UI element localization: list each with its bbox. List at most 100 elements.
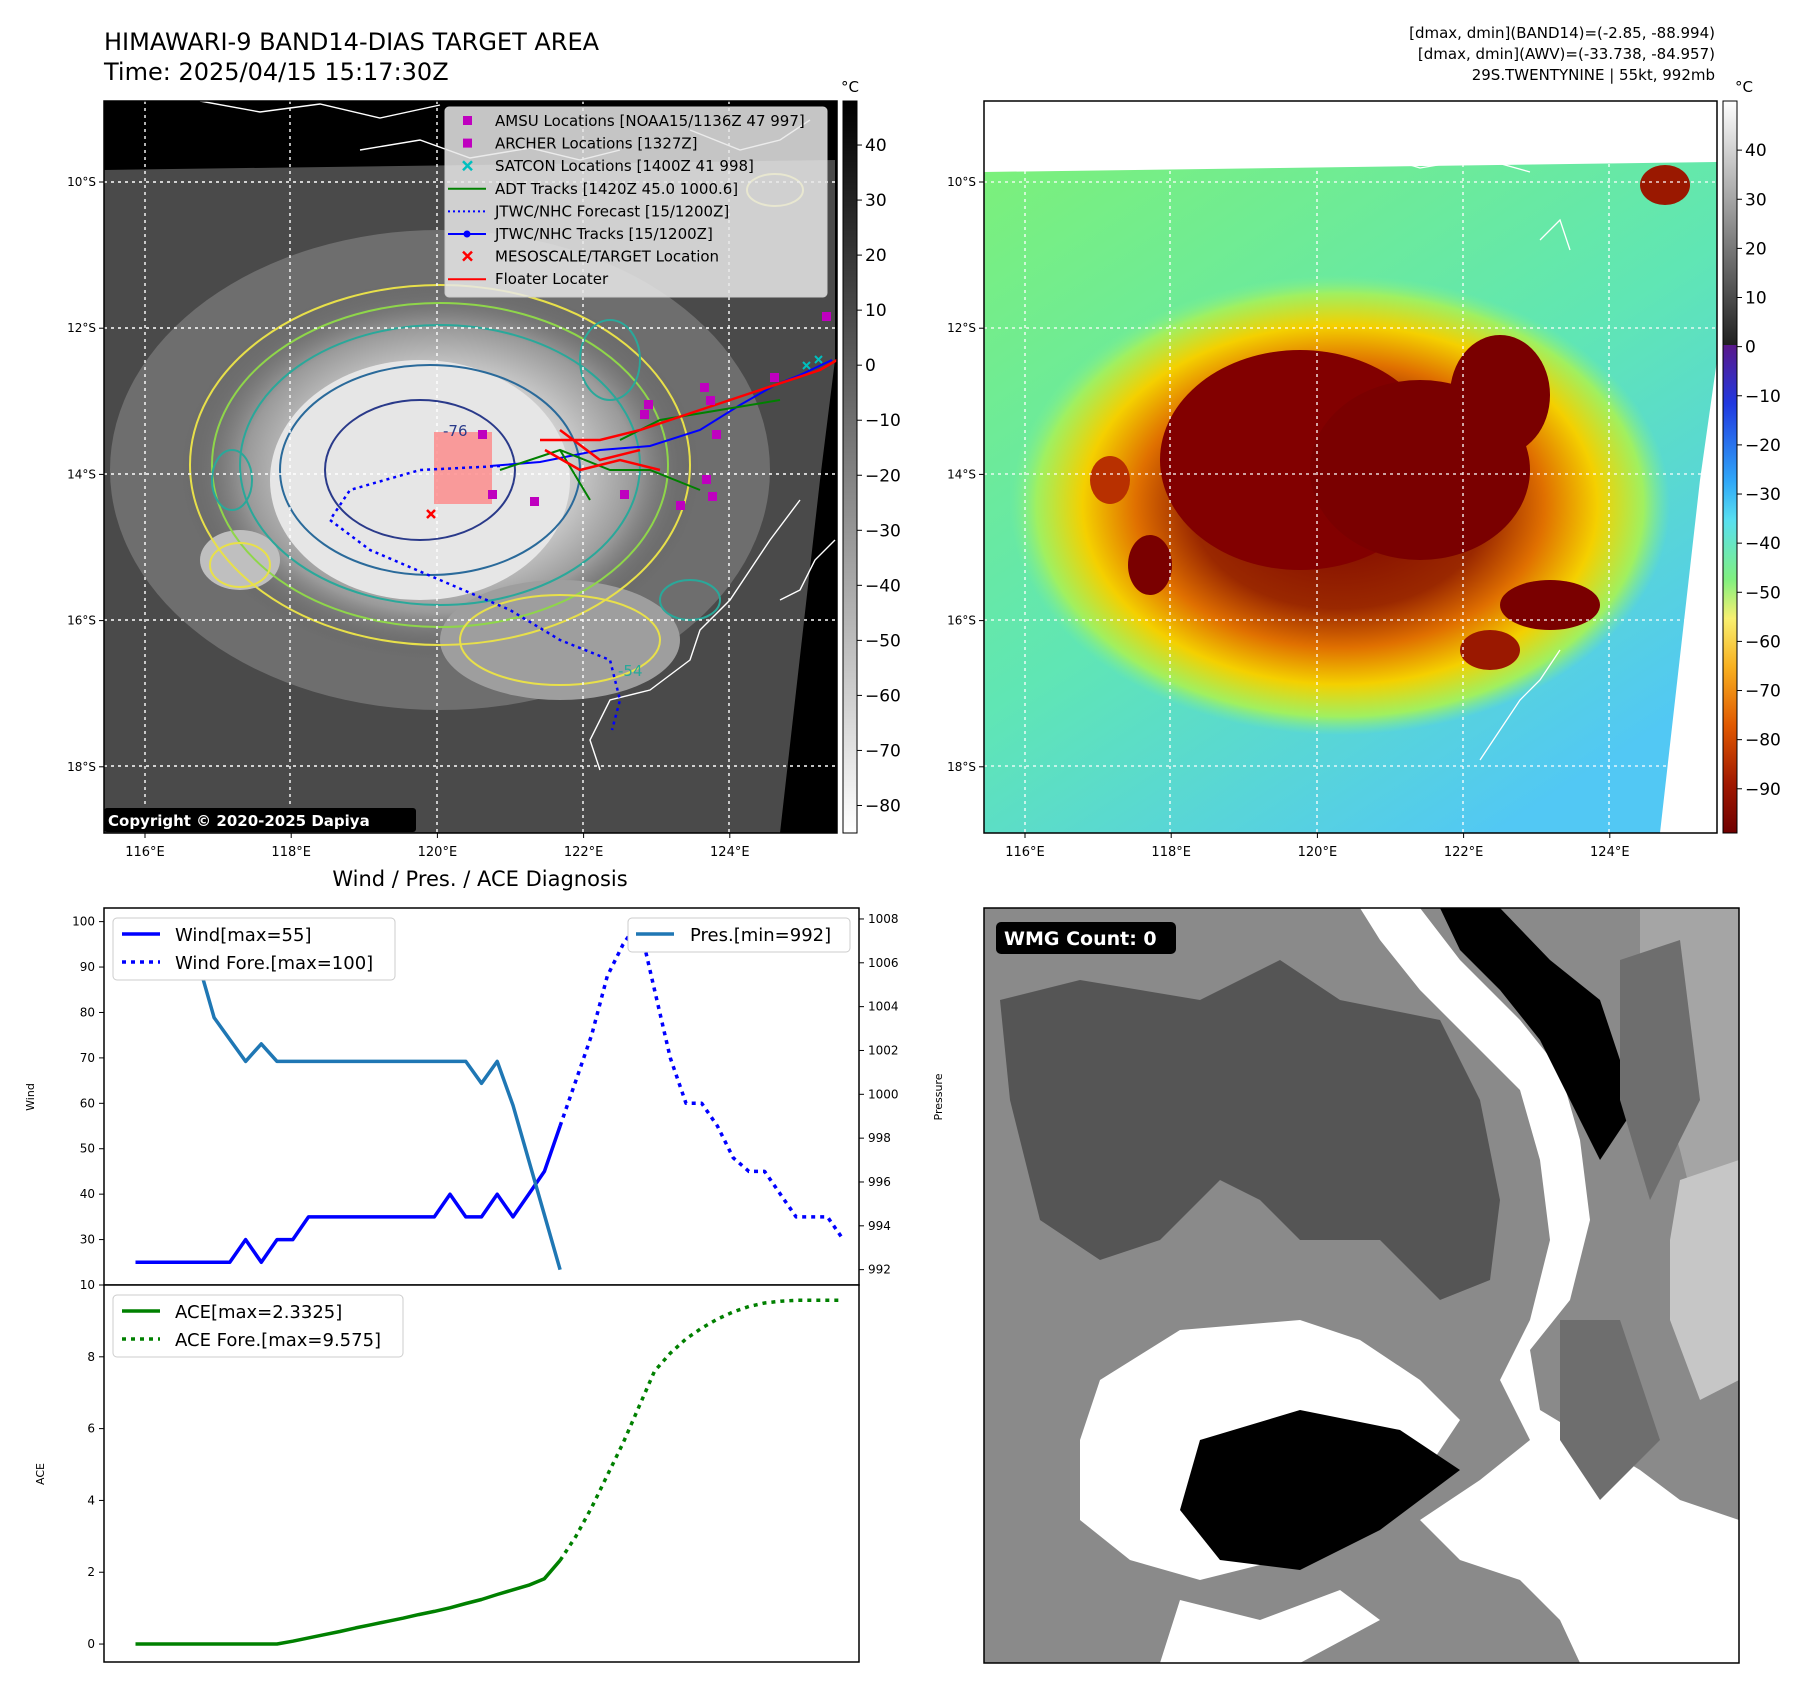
colorbar-tick-label: 0 — [865, 356, 876, 376]
band14-map: -76 -54 AMSU Locations [NOAA15/1136Z 47 … — [67, 100, 838, 860]
legend-x-marker — [462, 250, 473, 262]
lon-tick-label: 120°E — [1298, 845, 1338, 860]
y-tick-label: 70 — [80, 1051, 95, 1065]
y2-tick-label: 992 — [868, 1263, 891, 1277]
colorbar-tick-label: −10 — [865, 411, 901, 431]
wind-axis-label: Wind — [24, 1083, 37, 1111]
y-tick-label: 30 — [80, 1233, 95, 1247]
colorbar-tick-label: −30 — [865, 521, 901, 541]
lat-tick-label: 12°S — [67, 321, 96, 335]
lon-tick-label: 116°E — [1005, 845, 1045, 860]
legend-wind-forecast: Wind Fore.[max=100] — [175, 953, 373, 974]
legend-item: MESOSCALE/TARGET Location — [462, 248, 719, 266]
series-line-1 — [558, 919, 845, 1241]
ace-legend: ACE[max=2.3325] ACE Fore.[max=9.575] — [112, 1294, 404, 1358]
lon-tick-label: 122°E — [1444, 845, 1484, 860]
y-tick-label: 2 — [87, 1565, 95, 1579]
legend-square-marker — [463, 138, 472, 148]
wind-pressure-chart: 100 90 80 70 60 50 40 30 1008 1006 1004 1002 1000 998… — [24, 907, 945, 1286]
y-tick-label: 100 — [72, 915, 95, 929]
colorbar-tick-label: −10 — [1745, 387, 1781, 407]
y2-tick-label: 1004 — [868, 1000, 899, 1014]
colorbar-tick-label: −20 — [1745, 436, 1781, 456]
legend-square-marker — [463, 116, 472, 125]
wmg-panel: WMG Count: 0 — [983, 907, 1740, 1664]
colorbar-tick-label: −30 — [1745, 485, 1781, 505]
legend-item: Floater Locater — [448, 270, 609, 288]
colorbar-tick-label: −70 — [1745, 682, 1781, 702]
y2-tick-label: 996 — [868, 1175, 891, 1189]
legend-item: SATCON Locations [1400Z 41 998] — [462, 157, 754, 175]
legend-label: JTWC/NHC Tracks [15/1200Z] — [494, 225, 713, 243]
legend-label: JTWC/NHC Forecast [15/1200Z] — [494, 202, 729, 220]
y2-tick-label: 1000 — [868, 1087, 899, 1101]
legend-item: JTWC/NHC Tracks [15/1200Z] — [448, 225, 713, 243]
colorbar-tick-label: −40 — [1745, 534, 1781, 554]
colorbar-unit: °C — [1735, 78, 1753, 96]
awv-map: 116°E 118°E 120°E 122°E 124°E 10°S 12°S 14°S 16°… — [947, 100, 1718, 860]
colorbar-tick-label: 10 — [1745, 289, 1767, 309]
y-tick-label: 8 — [87, 1350, 95, 1364]
legend-item: ADT Tracks [1420Z 45.0 1000.6] — [448, 180, 738, 198]
map-legend: AMSU Locations [NOAA15/1136Z 47 997] ARCH… — [444, 106, 828, 298]
contour-label: -54 — [618, 662, 643, 680]
contour-label: -76 — [443, 422, 468, 440]
awv-colorbar: °C 40 30 20 10 0 −10 −20 −30 −40 −50 −60 −70 −80 −90 — [1722, 78, 1781, 834]
copyright-label: Copyright © 2020-2025 Dapiya — [108, 812, 370, 830]
colorbar-tick-label: −80 — [865, 796, 901, 816]
colorbar-tick-label: −40 — [865, 576, 901, 596]
y-tick-label: 80 — [80, 1005, 95, 1019]
y-tick-label: 40 — [80, 1187, 95, 1201]
lat-tick-label: 14°S — [947, 467, 976, 481]
colorbar-tick-label: 40 — [865, 136, 887, 156]
legend-label: MESOSCALE/TARGET Location — [495, 248, 719, 266]
colorbar-tick-label: −60 — [1745, 632, 1781, 652]
colorbar-tick-label: −50 — [1745, 583, 1781, 603]
colorbar-tick-label: 30 — [865, 191, 887, 211]
band14-colorbar: °C 40 30 20 10 0 −10 −20 −30 −40 −50 −60 −70 −80 — [841, 78, 901, 834]
series-line-0 — [135, 1125, 562, 1265]
y2-tick-label: 1002 — [868, 1043, 899, 1057]
colorbar-tick-label: 20 — [1745, 239, 1767, 259]
diagnosis-title: Wind / Pres. / ACE Diagnosis — [332, 867, 627, 891]
lat-tick-label: 18°S — [947, 760, 976, 774]
target-location-marker — [426, 509, 436, 519]
lon-tick-label: 120°E — [418, 845, 458, 860]
lat-tick-label: 16°S — [67, 614, 96, 628]
lat-tick-label: 18°S — [67, 760, 96, 774]
y2-tick-label: 1006 — [868, 956, 899, 970]
lat-tick-label: 10°S — [67, 175, 96, 189]
y-tick-label: 6 — [87, 1422, 95, 1436]
colorbar-tick-label: 0 — [1745, 338, 1756, 358]
legend-item: AMSU Locations [NOAA15/1136Z 47 997] — [463, 112, 805, 130]
storm-label: 29S.TWENTYNINE | 55kt, 992mb — [1472, 66, 1715, 84]
colorbar-unit: °C — [841, 78, 859, 96]
figure-time: Time: 2025/04/15 15:17:30Z — [103, 58, 449, 86]
colorbar-tick-label: 30 — [1745, 190, 1767, 210]
y-tick-label: 10 — [80, 1278, 95, 1292]
y-tick-label: 60 — [80, 1096, 95, 1110]
legend-dot-marker — [463, 230, 471, 238]
ace-axis-label: ACE — [34, 1463, 47, 1485]
legend-item: JTWC/NHC Forecast [15/1200Z] — [448, 202, 729, 220]
colorbar-tick-label: −50 — [865, 631, 901, 651]
colorbar-tick-label: −70 — [865, 741, 901, 761]
wmg-count-label: WMG Count: 0 — [1004, 928, 1157, 950]
legend-pressure: Pres.[min=992] — [690, 925, 831, 946]
legend-label: ARCHER Locations [1327Z] — [495, 135, 698, 153]
y-tick-label: 0 — [87, 1637, 95, 1651]
lon-tick-label: 122°E — [564, 845, 604, 860]
series-line-0 — [135, 1559, 562, 1646]
dmax-awv-label: [dmax, dmin](AWV)=(-33.738, -84.957) — [1418, 45, 1715, 63]
legend-label: AMSU Locations [NOAA15/1136Z 47 997] — [495, 112, 805, 130]
legend-ace-forecast: ACE Fore.[max=9.575] — [175, 1330, 381, 1351]
colorbar-tick-label: −80 — [1745, 731, 1781, 751]
ace-chart: 10 8 6 4 2 0 ACE ACE[max=2.3325] ACE Fore.[ma… — [34, 1278, 860, 1663]
colorbar-tick-label: −60 — [865, 686, 901, 706]
colorbar-tick-label: 10 — [865, 301, 887, 321]
y2-tick-label: 994 — [868, 1219, 891, 1233]
jtwc-forecast-track — [328, 464, 622, 731]
pressure-legend: Pres.[min=992] — [627, 917, 851, 953]
y-tick-label: 90 — [80, 960, 95, 974]
